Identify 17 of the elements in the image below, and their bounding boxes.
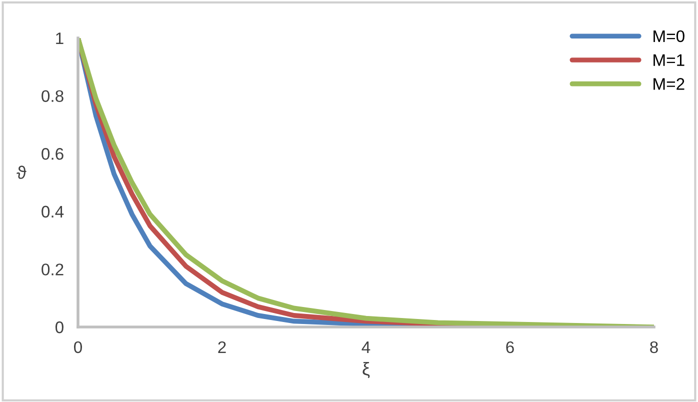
y-tick-label: 1	[56, 32, 64, 44]
x-tick-label: 0	[74, 341, 82, 354]
y-tick-label: 0.6	[42, 148, 64, 160]
x-tick-label: 4	[362, 342, 370, 353]
legend-label: M=2	[654, 78, 684, 90]
y-axis-title: ϑ	[16, 166, 26, 179]
y-tick-label: 0.8	[42, 90, 64, 102]
line-series	[78, 38, 654, 327]
y-tick-label: 0.4	[42, 206, 64, 218]
legend-label: M=1	[654, 54, 684, 66]
legend-label: M=0	[654, 30, 684, 42]
x-tick-label: 6	[506, 341, 514, 354]
x-axis-title: ξ	[362, 362, 370, 378]
y-tick-label: 0	[55, 321, 64, 334]
x-tick-label: 8	[650, 341, 658, 354]
y-tick-label: 0.2	[42, 264, 64, 276]
x-tick-label: 2	[218, 341, 226, 353]
